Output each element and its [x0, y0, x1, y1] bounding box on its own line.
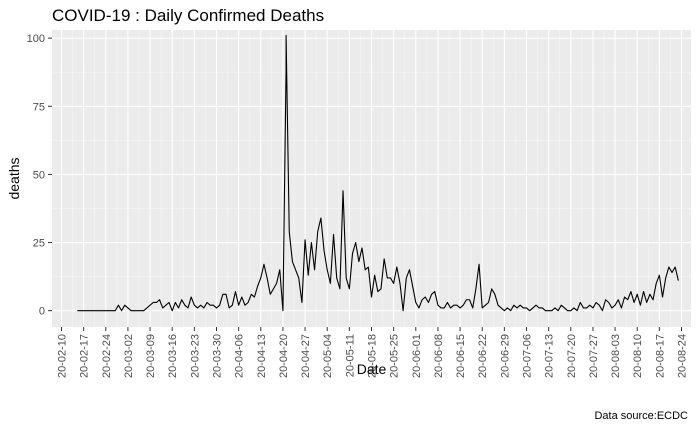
- major-gridlines: [52, 30, 691, 327]
- x-tick-label: 20-07-06: [522, 334, 534, 378]
- x-tick-label: 20-05-25: [389, 334, 401, 378]
- x-tick-label: 20-03-30: [211, 334, 223, 378]
- x-tick-label: 20-05-04: [322, 334, 334, 378]
- x-tick-label: 20-04-13: [256, 334, 268, 378]
- x-tick-label: 20-08-24: [677, 334, 689, 378]
- y-tick-label: 75: [33, 101, 45, 113]
- y-tick-label: 50: [33, 169, 45, 181]
- x-tick-label: 20-07-20: [566, 334, 578, 378]
- x-tick-label: 20-06-01: [411, 334, 423, 378]
- y-tick-label: 0: [39, 306, 45, 318]
- x-tick-label: 20-07-27: [588, 334, 600, 378]
- x-tick-label: 20-06-22: [477, 334, 489, 378]
- x-axis-title: Date: [357, 361, 387, 377]
- x-tick-label: 20-03-16: [167, 334, 179, 378]
- x-tick-label: 20-03-23: [189, 334, 201, 378]
- x-tick-label: 20-06-29: [499, 334, 511, 378]
- x-tick-label: 20-04-06: [234, 334, 246, 378]
- x-tick-label: 20-05-11: [344, 334, 356, 377]
- y-tick-label: 100: [27, 33, 45, 45]
- x-tick-label: 20-02-10: [56, 334, 68, 378]
- data-source-caption: Data source:ECDC: [594, 410, 688, 422]
- x-tick-label: 20-08-10: [632, 334, 644, 378]
- x-tick-label: 20-08-17: [654, 334, 666, 378]
- deaths-series-line: [77, 34, 679, 312]
- y-axis-title: deaths: [6, 157, 22, 199]
- chart-title: COVID-19 : Daily Confirmed Deaths: [52, 6, 325, 25]
- x-axis: 20-02-10 20-02-17 20-02-24 20-03-02 20-03-09…: [56, 327, 689, 378]
- x-tick-label: 20-04-27: [300, 334, 312, 378]
- x-tick-label: 20-05-18: [367, 334, 379, 378]
- y-axis: 0 25 50 75 100: [27, 33, 52, 318]
- x-tick-label: 20-03-02: [123, 334, 135, 378]
- x-tick-label: 20-07-13: [544, 334, 556, 378]
- y-tick-label: 25: [33, 238, 45, 250]
- x-tick-label: 20-03-09: [145, 334, 157, 378]
- x-tick-label: 20-08-03: [610, 334, 622, 378]
- x-tick-label: 20-06-08: [433, 334, 445, 378]
- x-tick-label: 20-04-20: [278, 334, 290, 378]
- x-tick-label: 20-02-17: [79, 334, 91, 378]
- x-tick-label: 20-06-15: [455, 334, 467, 378]
- x-tick-label: 20-02-24: [101, 334, 113, 378]
